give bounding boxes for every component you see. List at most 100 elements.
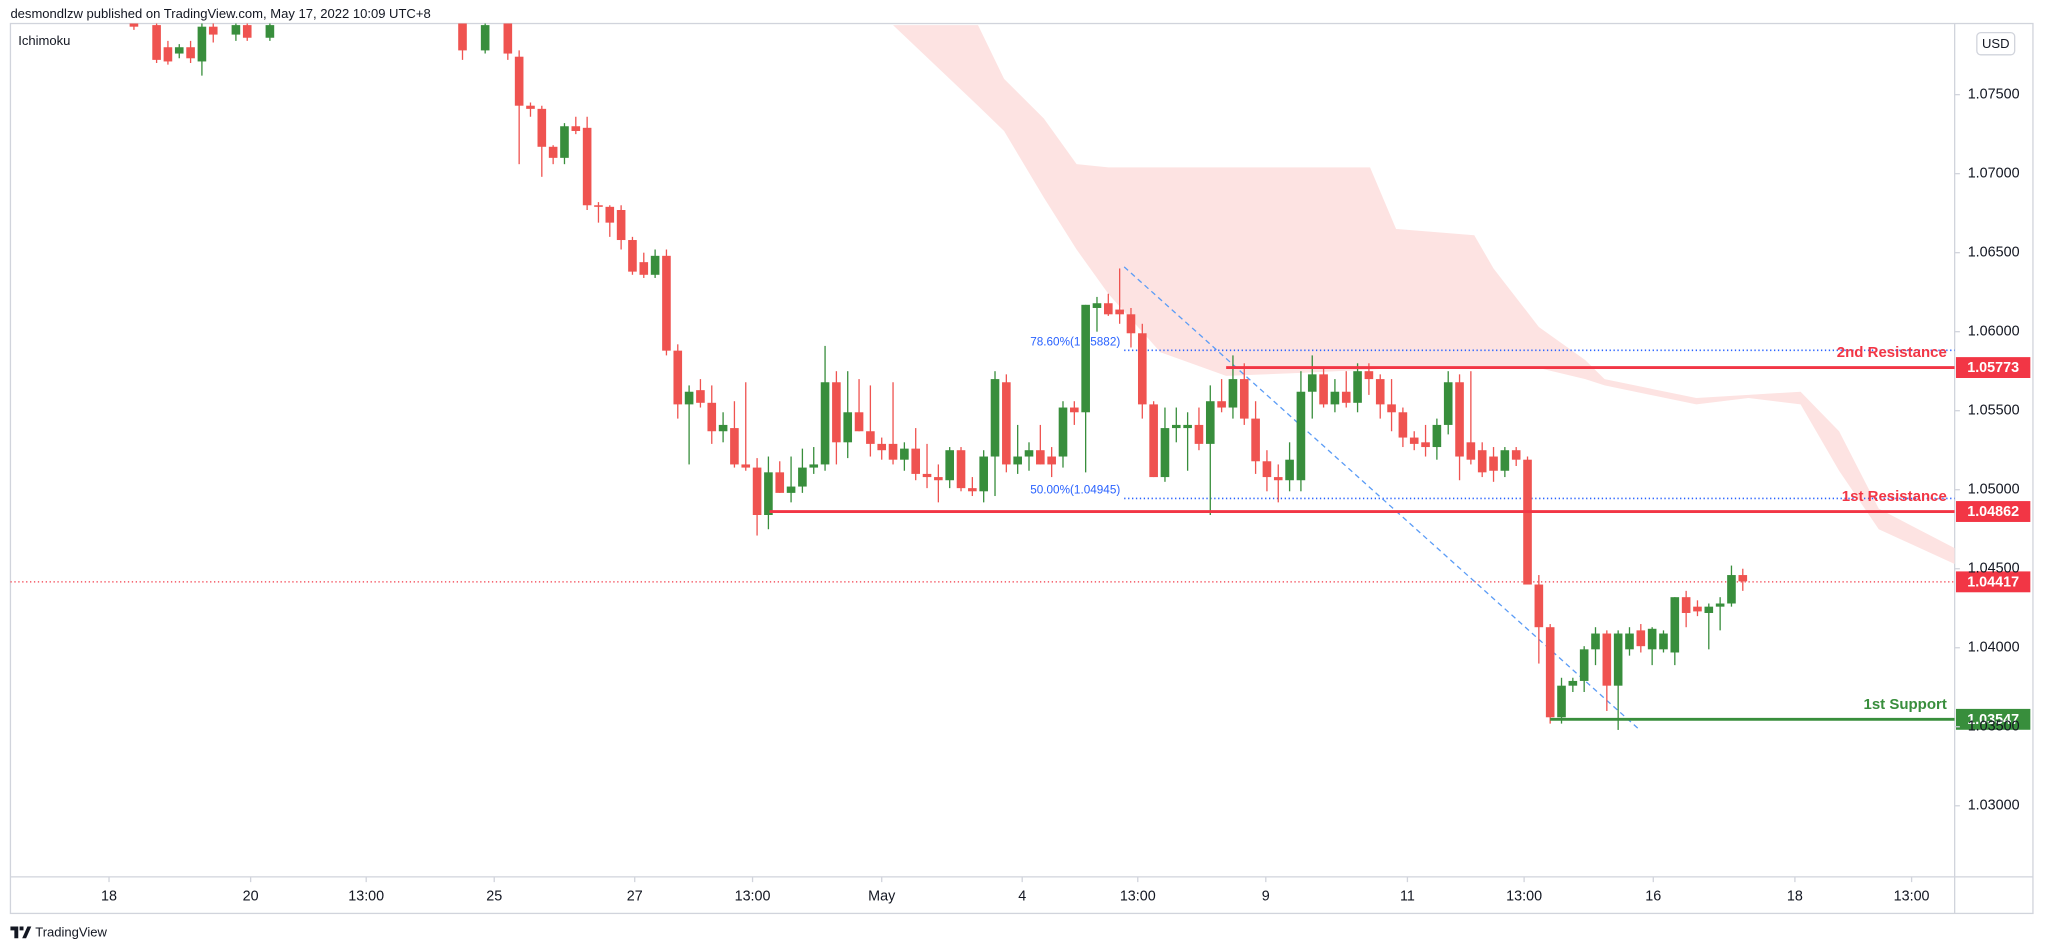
candle-body (1738, 575, 1748, 582)
x-tick-label: 18 (101, 888, 117, 904)
candle-body (526, 105, 535, 109)
candle-body (1659, 633, 1668, 650)
chart-frame (9, 22, 2034, 915)
y-tick-label: 1.04500 (1968, 561, 2020, 577)
candle-body (1421, 442, 1430, 448)
candle-body (1364, 371, 1374, 380)
candle-body (1036, 450, 1045, 465)
candle-body (129, 23, 139, 27)
candle-body (1002, 382, 1011, 465)
currency-label[interactable]: USD (1982, 36, 2010, 51)
candle-body (1024, 450, 1034, 457)
candle-body (820, 382, 830, 465)
candle-body (1047, 456, 1056, 465)
candle-body (628, 240, 637, 272)
candle-body (1194, 424, 1204, 444)
candle-body (866, 431, 875, 444)
candle-body (186, 47, 195, 59)
candle-body (718, 424, 728, 432)
candle-body (242, 25, 252, 38)
candle-body (197, 26, 207, 62)
y-tick-label: 1.07500 (1968, 86, 2020, 102)
x-tick-label: 9 (1262, 888, 1270, 904)
candle-body (503, 23, 513, 54)
candle-body (1727, 575, 1736, 604)
candle-body (1670, 597, 1680, 653)
candle-body (514, 56, 524, 106)
candle-body (775, 472, 785, 493)
candle-body (945, 450, 954, 481)
candle-body (934, 477, 943, 481)
candle-body (1273, 477, 1283, 481)
candle-body (1262, 461, 1272, 478)
overlay: 2nd Resistance 1.05773 1st Resistance 1.048… (1837, 344, 2031, 730)
candle-body (650, 255, 660, 275)
candle-body (1693, 606, 1702, 612)
candle-body (265, 25, 275, 38)
candle-body (1307, 374, 1317, 392)
candle-body (594, 205, 603, 207)
candle-body (1205, 401, 1215, 444)
candle-body (1432, 424, 1442, 448)
x-tick-label: 20 (243, 888, 259, 904)
candle-body (1341, 391, 1351, 403)
candle-body (208, 26, 218, 35)
candle-body (560, 126, 569, 158)
candle-body (1647, 628, 1657, 650)
currency-box[interactable] (1976, 32, 2016, 56)
candle-body (1251, 418, 1260, 462)
y-tick-label: 1.03500 (1968, 719, 2020, 735)
y-tick-label: 1.05500 (1968, 402, 2020, 418)
candle-body (741, 464, 751, 468)
candle-body (1387, 404, 1396, 413)
level-name: 2nd Resistance (1837, 344, 1947, 361)
candle-body (990, 379, 1000, 457)
y-tick-label: 1.05000 (1968, 482, 2020, 498)
candle-body (1545, 627, 1555, 718)
x-tick-label: 13:00 (735, 888, 771, 904)
x-tick-label: 13:00 (1894, 888, 1930, 904)
candle-body (684, 391, 694, 405)
candle-body (888, 443, 898, 460)
candle-body (1602, 633, 1612, 686)
candle-body (1319, 374, 1328, 405)
candle-body (911, 448, 921, 474)
candle-body (979, 456, 988, 492)
candle-body (1489, 456, 1498, 471)
candle-body (1296, 391, 1306, 481)
candle-body (1704, 606, 1714, 613)
candle-body (152, 25, 161, 60)
candle-body (1409, 437, 1419, 444)
candle-body (1353, 371, 1362, 403)
candle-body (843, 412, 853, 443)
y-tick-label: 1.07000 (1968, 165, 2020, 181)
candle-body (730, 428, 739, 465)
candle-body (605, 206, 615, 223)
x-tick-label: 27 (627, 888, 643, 904)
candle-body (1330, 391, 1340, 405)
candle-body (1455, 382, 1464, 457)
candle-body (582, 127, 592, 206)
candle-body (1149, 404, 1158, 478)
candle-body (1115, 309, 1124, 315)
candle-body (832, 382, 841, 443)
x-tick-label: May (868, 888, 896, 904)
candle-body (1591, 633, 1600, 650)
candle-body (1375, 379, 1385, 405)
last-price-box (1955, 571, 2031, 593)
candle-body (1013, 456, 1022, 465)
y-tick-label: 1.06000 (1968, 323, 2020, 339)
level-name: 1st Resistance (1842, 488, 1947, 505)
candle-body (1070, 407, 1079, 413)
fib-level-label: 78.60%(1.05882) (1030, 336, 1120, 349)
candle-body (571, 126, 581, 131)
plot-area: 78.60%(1.05882) 50.00%(1.04945) (10, 23, 1955, 731)
candle-body (1160, 428, 1170, 478)
x-tick-label: 4 (1018, 888, 1026, 904)
x-tick-label: 13:00 (348, 888, 384, 904)
candle-body (1126, 314, 1136, 334)
x-tick-label: 16 (1645, 888, 1661, 904)
y-tick-label: 1.03000 (1968, 798, 2020, 814)
